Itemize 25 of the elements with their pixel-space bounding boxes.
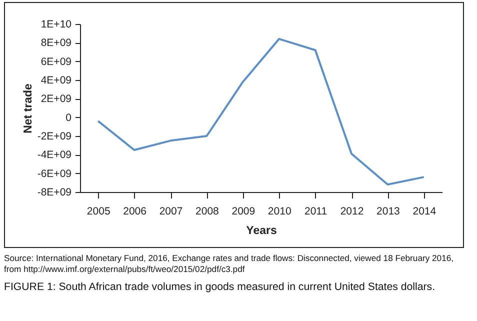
y-axis-title: Net trade: [22, 84, 34, 134]
x-tick-label: 2013: [376, 206, 400, 218]
y-tick-label: -6E+09: [37, 168, 72, 180]
x-tick-label: 2012: [340, 206, 364, 218]
x-tick-label: 2007: [159, 206, 183, 218]
x-tick-label: 2008: [196, 206, 220, 218]
x-tick-label: 2005: [86, 206, 110, 218]
y-tick-label: 0: [66, 112, 72, 124]
y-tick-label: 8E+09: [40, 37, 72, 50]
x-axis-title: Years: [246, 225, 277, 237]
x-tick-label: 2014: [412, 206, 436, 218]
caption: FIGURE 1: South African trade volumes in goods measured in current United States dollars.: [4, 281, 436, 294]
y-tick-label: 2E+09: [40, 93, 72, 106]
y-tick-label: -8E+09: [37, 186, 72, 198]
source-note: Source: International Monetary Fund, 2016, Exchange rates and trade flows: Disconnected, viewed 18 February 2016, from http://www.imf.org/external/pubs/ft/weo/2015/02/pdf/c3.pdf: [4, 253, 455, 275]
y-tick-label: 4E+09: [40, 74, 72, 86]
y-tick-label: 6E+09: [40, 56, 72, 68]
y-tick-label: -2E+09: [37, 130, 72, 142]
line-series: [97, 38, 425, 186]
x-tick-label: 2011: [304, 206, 328, 218]
x-tick-label: 2006: [123, 206, 147, 218]
x-tick-label: 2009: [232, 206, 256, 218]
y-tick-label: -4E+09: [37, 149, 72, 162]
x-tick-label: 2010: [268, 206, 292, 218]
y-tick-label: 1E+10: [40, 18, 72, 30]
